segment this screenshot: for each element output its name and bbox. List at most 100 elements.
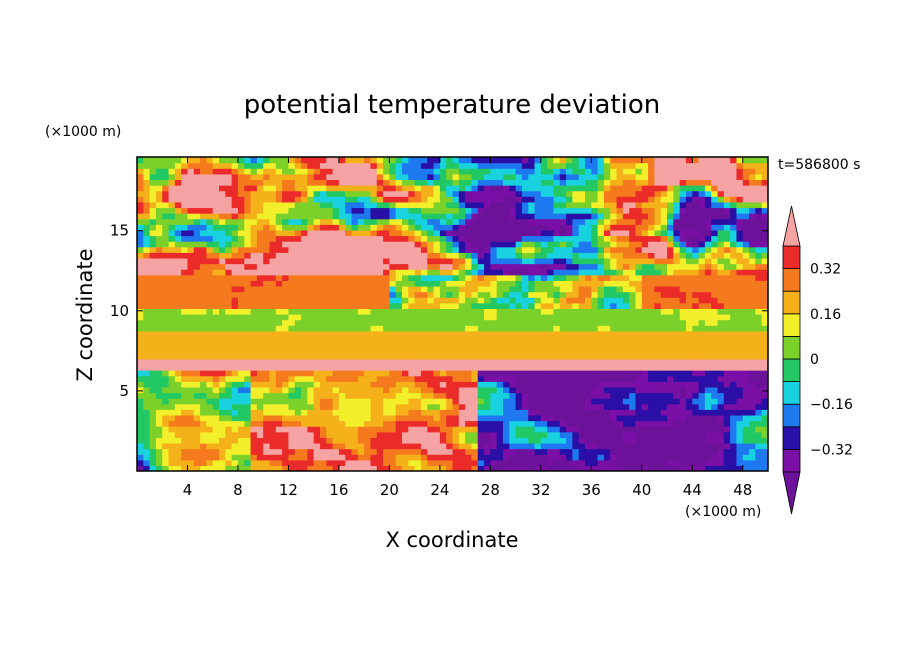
heatmap-cell — [155, 386, 163, 394]
heatmap-cell — [395, 325, 403, 332]
heatmap-cell — [439, 459, 447, 466]
heatmap-cell — [294, 420, 302, 427]
heatmap-cell — [597, 196, 605, 203]
heatmap-cell — [376, 185, 384, 192]
heatmap-cell — [635, 330, 643, 338]
heatmap-cell — [685, 392, 693, 399]
heatmap-cell — [553, 185, 561, 192]
heatmap-cell — [357, 448, 365, 455]
heatmap-cell — [692, 381, 700, 388]
heatmap-cell — [219, 347, 226, 354]
heatmap-cell — [200, 280, 208, 287]
heatmap-cell — [174, 314, 182, 321]
heatmap-cell — [193, 420, 201, 427]
heatmap-cell — [143, 370, 151, 377]
heatmap-cell — [420, 246, 428, 253]
heatmap-cell — [641, 336, 649, 343]
heatmap-cell — [319, 274, 327, 281]
heatmap-cell — [155, 325, 163, 332]
heatmap-cell — [427, 358, 435, 366]
heatmap-cell — [389, 392, 397, 399]
heatmap-cell — [383, 398, 390, 405]
heatmap-cell — [521, 370, 529, 377]
heatmap-cell — [597, 364, 605, 371]
heatmap-cell — [275, 392, 283, 399]
heatmap-cell — [301, 370, 308, 377]
heatmap-cell — [685, 179, 693, 186]
heatmap-cell — [301, 297, 308, 304]
heatmap-cell — [679, 257, 687, 265]
heatmap-cell — [616, 403, 624, 410]
heatmap-cell — [282, 190, 290, 197]
heatmap-cell — [660, 218, 668, 225]
heatmap-cell — [345, 224, 353, 231]
heatmap-cell — [465, 190, 473, 197]
heatmap-cell — [288, 213, 296, 220]
heatmap-cell — [206, 426, 214, 433]
heatmap-cell — [326, 302, 334, 309]
heatmap-cell — [553, 403, 561, 410]
heatmap-cell — [345, 285, 353, 293]
heatmap-cell — [364, 162, 372, 169]
heatmap-cell — [244, 381, 252, 388]
heatmap-cell — [307, 235, 315, 242]
heatmap-cell — [288, 235, 296, 242]
heatmap-cell — [698, 448, 706, 455]
heatmap-cell — [326, 173, 334, 181]
heatmap-cell — [452, 319, 460, 326]
heatmap-cell — [585, 465, 592, 471]
heatmap-cell — [502, 246, 510, 253]
heatmap-cell — [471, 442, 479, 450]
heatmap-cell — [477, 459, 485, 466]
heatmap-cell — [521, 168, 529, 175]
heatmap-cell — [622, 285, 630, 293]
heatmap-cell — [332, 291, 340, 298]
heatmap-cell — [357, 269, 365, 276]
heatmap-cell — [496, 353, 504, 360]
heatmap-cell — [484, 252, 491, 259]
heatmap-cell — [408, 297, 416, 304]
heatmap-cell — [622, 353, 630, 360]
heatmap-cell — [465, 431, 473, 438]
heatmap-cell — [231, 291, 239, 298]
heatmap-cell — [540, 246, 548, 253]
heatmap-cell — [364, 459, 372, 466]
heatmap-cell — [206, 392, 214, 399]
heatmap-cell — [187, 314, 195, 321]
heatmap-cell — [294, 342, 302, 349]
heatmap-cell — [667, 409, 674, 416]
heatmap-cell — [635, 213, 643, 220]
heatmap-cell — [219, 274, 226, 281]
heatmap-cell — [685, 330, 693, 338]
heatmap-cell — [294, 291, 302, 298]
heatmap-cell — [603, 442, 611, 450]
heatmap-cell — [307, 213, 315, 220]
heatmap-cell — [250, 437, 258, 444]
heatmap-cell — [137, 448, 144, 455]
heatmap-cell — [679, 224, 687, 231]
heatmap-cell — [364, 196, 372, 203]
heatmap-cell — [559, 459, 567, 466]
heatmap-cell — [383, 330, 390, 338]
heatmap-cell — [319, 409, 327, 416]
heatmap-cell — [515, 263, 523, 270]
heatmap-cell — [603, 302, 611, 309]
heatmap-cell — [174, 426, 182, 433]
heatmap-cell — [364, 437, 372, 444]
heatmap-cell — [256, 207, 264, 214]
heatmap-cell — [206, 442, 214, 450]
heatmap-cell — [496, 257, 504, 265]
heatmap-cell — [477, 297, 485, 304]
heatmap-cell — [667, 224, 674, 231]
heatmap-cell — [591, 431, 599, 438]
heatmap-cell — [376, 218, 384, 225]
heatmap-cell — [578, 274, 586, 281]
heatmap-cell — [578, 235, 586, 242]
heatmap-cell — [282, 375, 290, 382]
heatmap-cell — [578, 252, 586, 259]
heatmap-cell — [685, 246, 693, 253]
heatmap-cell — [181, 325, 189, 332]
heatmap-cell — [597, 342, 605, 349]
heatmap-cell — [212, 162, 220, 169]
heatmap-cell — [559, 302, 567, 309]
